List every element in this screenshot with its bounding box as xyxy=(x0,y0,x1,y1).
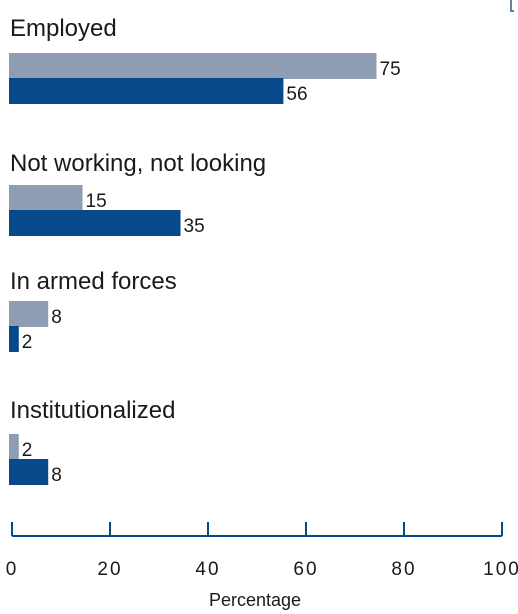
bar-series-1 xyxy=(9,185,83,211)
x-axis-tick-label: 0 xyxy=(6,559,19,580)
category-label: Institutionalized xyxy=(10,397,175,424)
category-group-not-working-not-looking: Not working, not looking 15 35 xyxy=(9,150,266,237)
x-axis-tick-label: 80 xyxy=(391,559,416,580)
bar-series-1 xyxy=(9,53,377,79)
x-axis-title: Percentage xyxy=(209,590,301,610)
x-axis-tick-labels: 0 20 40 60 80 100 xyxy=(6,559,518,580)
category-label: Employed xyxy=(10,15,117,42)
bar-series-1 xyxy=(9,434,19,460)
bar-series-2 xyxy=(9,459,49,485)
x-axis-ticks xyxy=(11,522,503,536)
x-axis: 0 20 40 60 80 100 xyxy=(6,522,518,580)
category-group-institutionalized: Institutionalized 28 xyxy=(9,397,175,486)
x-axis-tick-label: 60 xyxy=(293,559,318,580)
data-label: 15 xyxy=(86,191,107,212)
x-axis-tick-label: 40 xyxy=(195,559,220,580)
data-label: 56 xyxy=(286,84,307,105)
category-label: In armed forces xyxy=(10,268,177,295)
corner-mark xyxy=(510,0,514,12)
bar-series-2 xyxy=(9,78,284,104)
data-label: 8 xyxy=(51,465,62,486)
data-label: 75 xyxy=(380,59,401,80)
data-label: 8 xyxy=(51,307,62,328)
bar-series-1 xyxy=(9,301,49,327)
data-label: 2 xyxy=(22,440,33,461)
category-groups: Employed 75 56 Not working, not looking 15 35… xyxy=(9,15,401,486)
bar-series-2 xyxy=(9,326,19,352)
bar-series-2 xyxy=(9,210,181,236)
data-label: 35 xyxy=(184,216,205,237)
x-axis-tick-label: 20 xyxy=(97,559,122,580)
data-label: 2 xyxy=(22,332,33,353)
category-group-in-armed-forces: In armed forces 82 xyxy=(9,268,177,353)
x-axis-tick-label: 100 xyxy=(483,559,518,580)
category-label: Not working, not looking xyxy=(10,150,266,177)
category-group-employed: Employed 75 56 xyxy=(9,15,401,105)
